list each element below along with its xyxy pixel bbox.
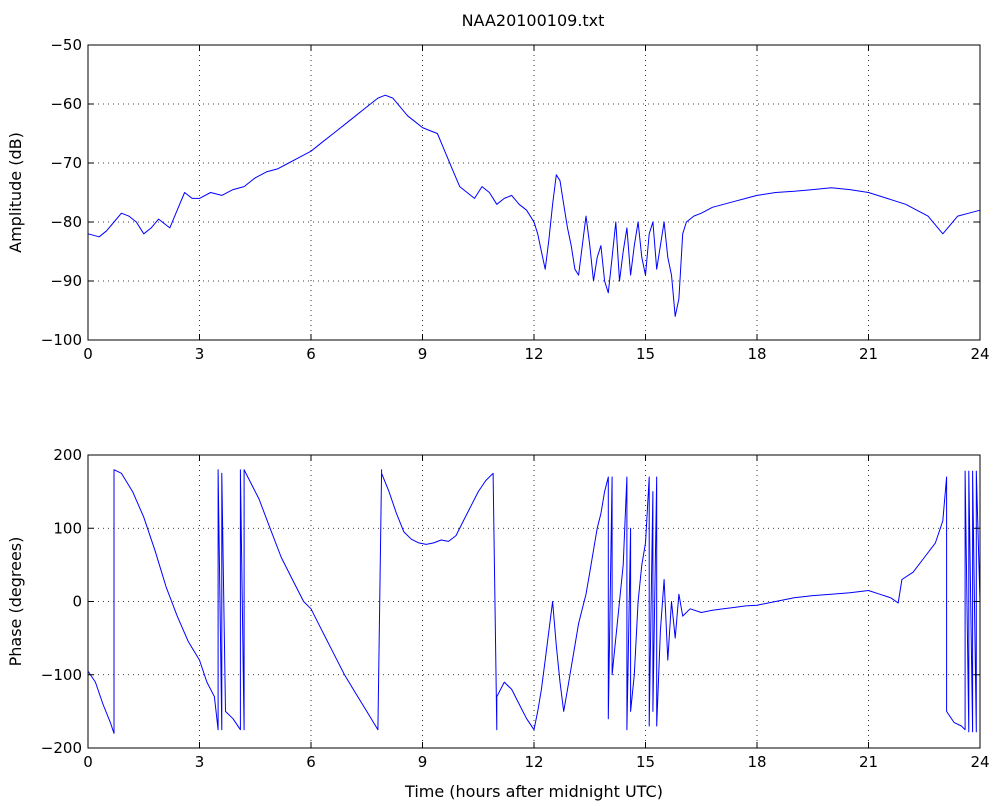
phase-xtick-label-7: 21 (859, 753, 878, 771)
amplitude-ytick-label-0: −100 (41, 331, 82, 349)
phase-ytick-label-3: 100 (53, 519, 82, 537)
phase-xtick-label-6: 18 (747, 753, 766, 771)
phase-ytick-label-1: −100 (41, 666, 82, 684)
amplitude-ytick-label-4: −60 (50, 95, 82, 113)
chart-title: NAA20100109.txt (462, 11, 605, 30)
amplitude-xtick-label-8: 24 (970, 345, 989, 363)
phase-ytick-label-2: 0 (72, 593, 82, 611)
phase-ytick-label-0: −200 (41, 739, 82, 757)
phase-xlabel: Time (hours after midnight UTC) (404, 782, 663, 801)
amplitude-xtick-label-6: 18 (747, 345, 766, 363)
phase-xtick-label-2: 6 (306, 753, 316, 771)
amplitude-xtick-label-2: 6 (306, 345, 316, 363)
phase-ylabel: Phase (degrees) (6, 537, 25, 667)
amplitude-series-line-0 (87, 94, 981, 317)
amplitude-panel: 0 3 6 9 12 15 18 21 24 −100 −90 −80 −70 −60 −50 Amplitu… (6, 36, 990, 363)
phase-xtick-label-1: 3 (195, 753, 205, 771)
amplitude-xtick-label-5: 15 (636, 345, 655, 363)
amplitude-ytick-label-3: −70 (50, 154, 82, 172)
amplitude-xtick-label-7: 21 (859, 345, 878, 363)
phase-xtick-label-0: 0 (83, 753, 93, 771)
amplitude-ytick-label-2: −80 (50, 213, 82, 231)
phase-ytick-label-4: 200 (53, 446, 82, 464)
phase-xtick-label-5: 15 (636, 753, 655, 771)
amplitude-xtick-label-3: 9 (418, 345, 428, 363)
phase-panel: 0 3 6 9 12 15 18 21 24 −200 −100 0 100 200 Phase (degr… (6, 446, 990, 801)
amplitude-ytick-label-5: −50 (50, 36, 82, 54)
amplitude-xtick-label-4: 12 (524, 345, 543, 363)
phase-xtick-label-3: 9 (418, 753, 428, 771)
phase-xtick-label-4: 12 (524, 753, 543, 771)
amplitude-xtick-label-0: 0 (83, 345, 93, 363)
amplitude-xtick-label-1: 3 (195, 345, 205, 363)
amplitude-ytick-label-1: −90 (50, 272, 82, 290)
amplitude-ylabel: Amplitude (dB) (6, 132, 25, 253)
phase-xtick-label-8: 24 (970, 753, 989, 771)
phase-series-line-0 (87, 469, 981, 734)
